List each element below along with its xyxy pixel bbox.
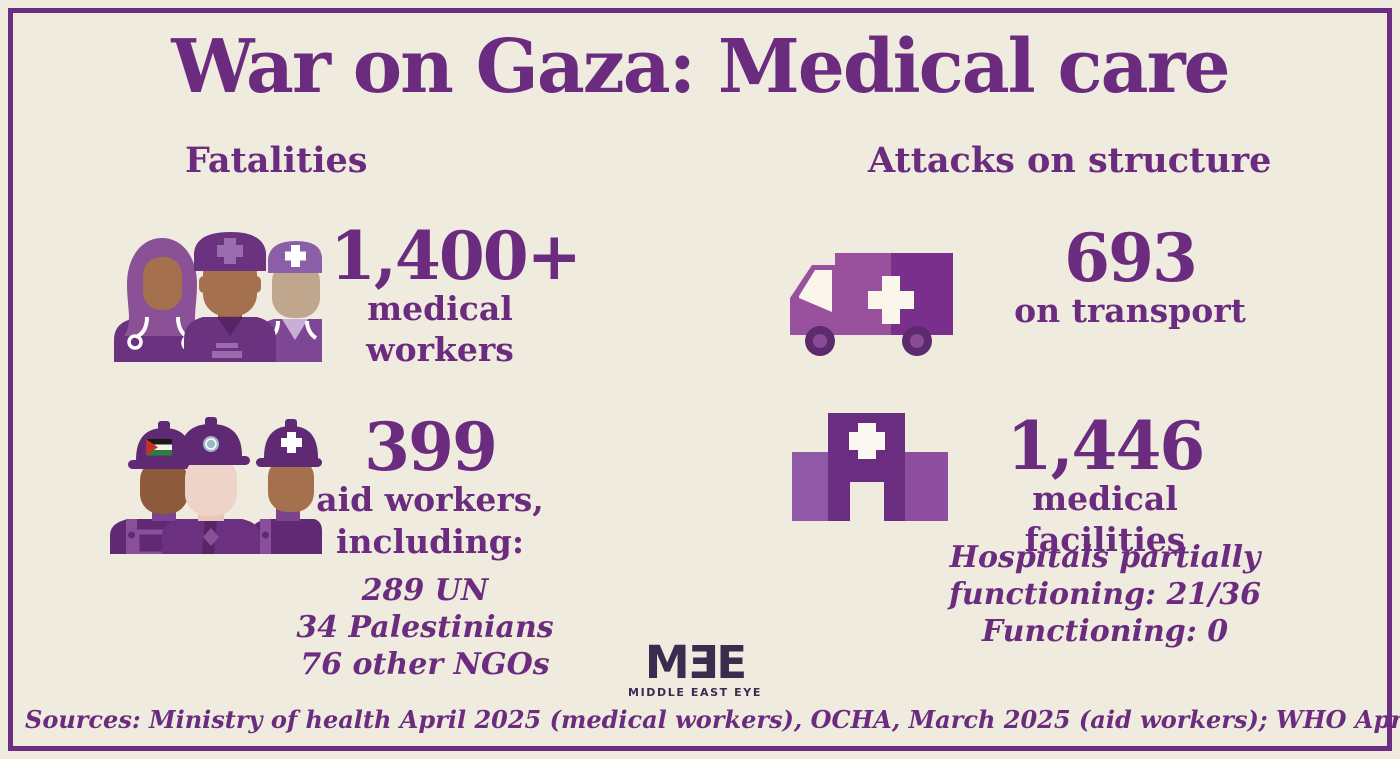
stat-value: 1,400+ xyxy=(330,217,582,295)
un-badge xyxy=(203,436,219,452)
mee-logo-name: MIDDLE EAST EYE xyxy=(628,686,762,699)
hospitals-functioning-note: Hospitals partially functioning: 21/36 F… xyxy=(935,539,1275,650)
breakdown-line: functioning: 21/36 xyxy=(948,577,1262,612)
medical-workers-icon xyxy=(100,226,322,366)
mee-logo: MƎE MIDDLE EAST EYE xyxy=(610,636,780,699)
stat-value: 693 xyxy=(1064,219,1198,297)
section-heading-attacks: Attacks on structure xyxy=(868,140,1272,181)
stat-label-line2: including: xyxy=(335,522,524,561)
stat-label-line1: aid workers, xyxy=(316,480,544,519)
breakdown-line: Hospitals partially xyxy=(949,540,1261,575)
medic-cross xyxy=(281,432,302,453)
section-heading-fatalities: Fatalities xyxy=(185,140,368,181)
page-title: War on Gaza: Medical care xyxy=(171,24,1230,110)
breakdown-line: 34 Palestinians xyxy=(296,610,554,645)
hospital-cross xyxy=(849,423,885,459)
stat-value: 399 xyxy=(364,408,498,486)
stat-aid-workers: 399 aid workers, including: xyxy=(305,408,555,563)
ambulance-cross xyxy=(868,276,914,324)
mee-logo-wordmark: MƎE xyxy=(644,636,747,689)
ambulance-icon xyxy=(788,250,958,362)
hospital-icon xyxy=(792,413,948,525)
stat-value: 1,446 xyxy=(1006,407,1206,485)
stat-facility-attacks: 1,446 medical facilities xyxy=(955,407,1255,560)
palestine-flag xyxy=(146,439,172,456)
stat-label-line2: workers xyxy=(366,330,514,369)
breakdown-line: Functioning: 0 xyxy=(981,614,1229,649)
stat-label-line1: medical facilities xyxy=(1024,479,1186,559)
sources-line: Sources: Ministry of health April 2025 (… xyxy=(25,705,1400,734)
stat-transport-attacks: 693 on transport xyxy=(1010,219,1250,331)
stat-label-line1: medical xyxy=(367,289,513,328)
aid-workers-icon xyxy=(100,402,322,558)
aid-workers-breakdown: 289 UN 34 Palestinians 76 other NGOs xyxy=(245,572,605,683)
breakdown-line: 289 UN xyxy=(361,573,489,608)
stat-medical-workers: 1,400+ medical workers xyxy=(330,217,582,370)
stat-label-line1: on transport xyxy=(1014,291,1246,330)
breakdown-line: 76 other NGOs xyxy=(300,647,550,682)
